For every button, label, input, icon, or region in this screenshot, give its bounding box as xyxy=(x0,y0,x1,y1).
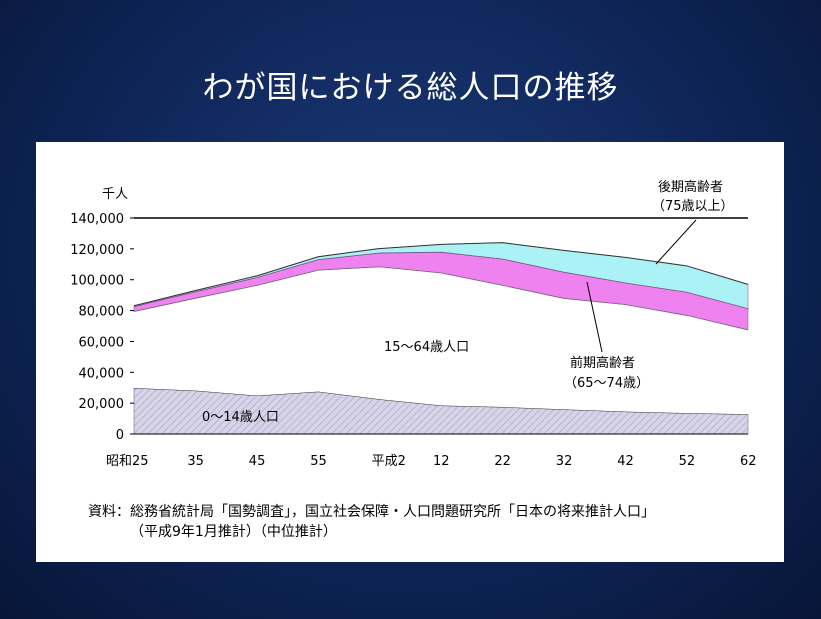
label-early-elderly: 前期高齢者 xyxy=(570,355,635,371)
area-75-plus-line xyxy=(133,242,749,307)
chart-panel: 140,000 120,000 100,000 80,000 60,000 40,000 2… xyxy=(36,142,784,562)
x-tick-label: 32 xyxy=(556,454,573,469)
x-tick-label: 昭和25 xyxy=(106,454,149,469)
x-tick-label: 22 xyxy=(494,454,511,469)
label-early-elderly-age: （65〜74歳） xyxy=(564,376,649,391)
source-line-2: （平成9年1月推計）（中位推計） xyxy=(130,524,337,540)
source-note: 資料：総務省統計局「国勢調査」，国立社会保障・人口問題研究所「日本の将来推計人口… xyxy=(88,502,655,542)
y-tick-label: 140,000 xyxy=(70,212,124,227)
y-tick-label: 60,000 xyxy=(79,335,125,350)
y-tick-label: 0 xyxy=(116,428,124,443)
area-15-64 xyxy=(134,266,748,415)
y-tick-label: 100,000 xyxy=(70,274,124,289)
y-tick-label: 40,000 xyxy=(79,366,125,381)
x-tick-label: 55 xyxy=(310,454,327,469)
x-tick-label: 52 xyxy=(679,454,696,469)
y-tick-label: 120,000 xyxy=(70,243,124,258)
y-tick-label: 20,000 xyxy=(79,397,125,412)
x-tick-label: 平成2 xyxy=(372,454,406,469)
source-line-1: 資料：総務省統計局「国勢調査」，国立社会保障・人口問題研究所「日本の将来推計人口… xyxy=(88,504,655,520)
label-working: 15〜64歳人口 xyxy=(384,340,469,355)
y-axis-unit: 千人 xyxy=(102,187,128,202)
x-tick-label: 45 xyxy=(249,454,266,469)
x-tick-label: 62 xyxy=(740,454,757,469)
label-late-elderly: 後期高齢者 xyxy=(658,179,723,195)
y-tick-label: 80,000 xyxy=(79,305,125,320)
slide-title: わが国における総人口の推移 xyxy=(202,70,619,106)
pointer-late-elderly xyxy=(655,219,697,265)
x-tick-label: 12 xyxy=(433,454,450,469)
x-tick-label: 35 xyxy=(187,454,204,469)
label-young: 0〜14歳人口 xyxy=(202,410,279,425)
label-late-elderly-age: （75歳以上） xyxy=(652,199,734,214)
x-tick-label: 42 xyxy=(617,454,634,469)
population-chart: 140,000 120,000 100,000 80,000 60,000 40,000 2… xyxy=(70,179,757,469)
pointer-early-elderly xyxy=(586,281,603,353)
